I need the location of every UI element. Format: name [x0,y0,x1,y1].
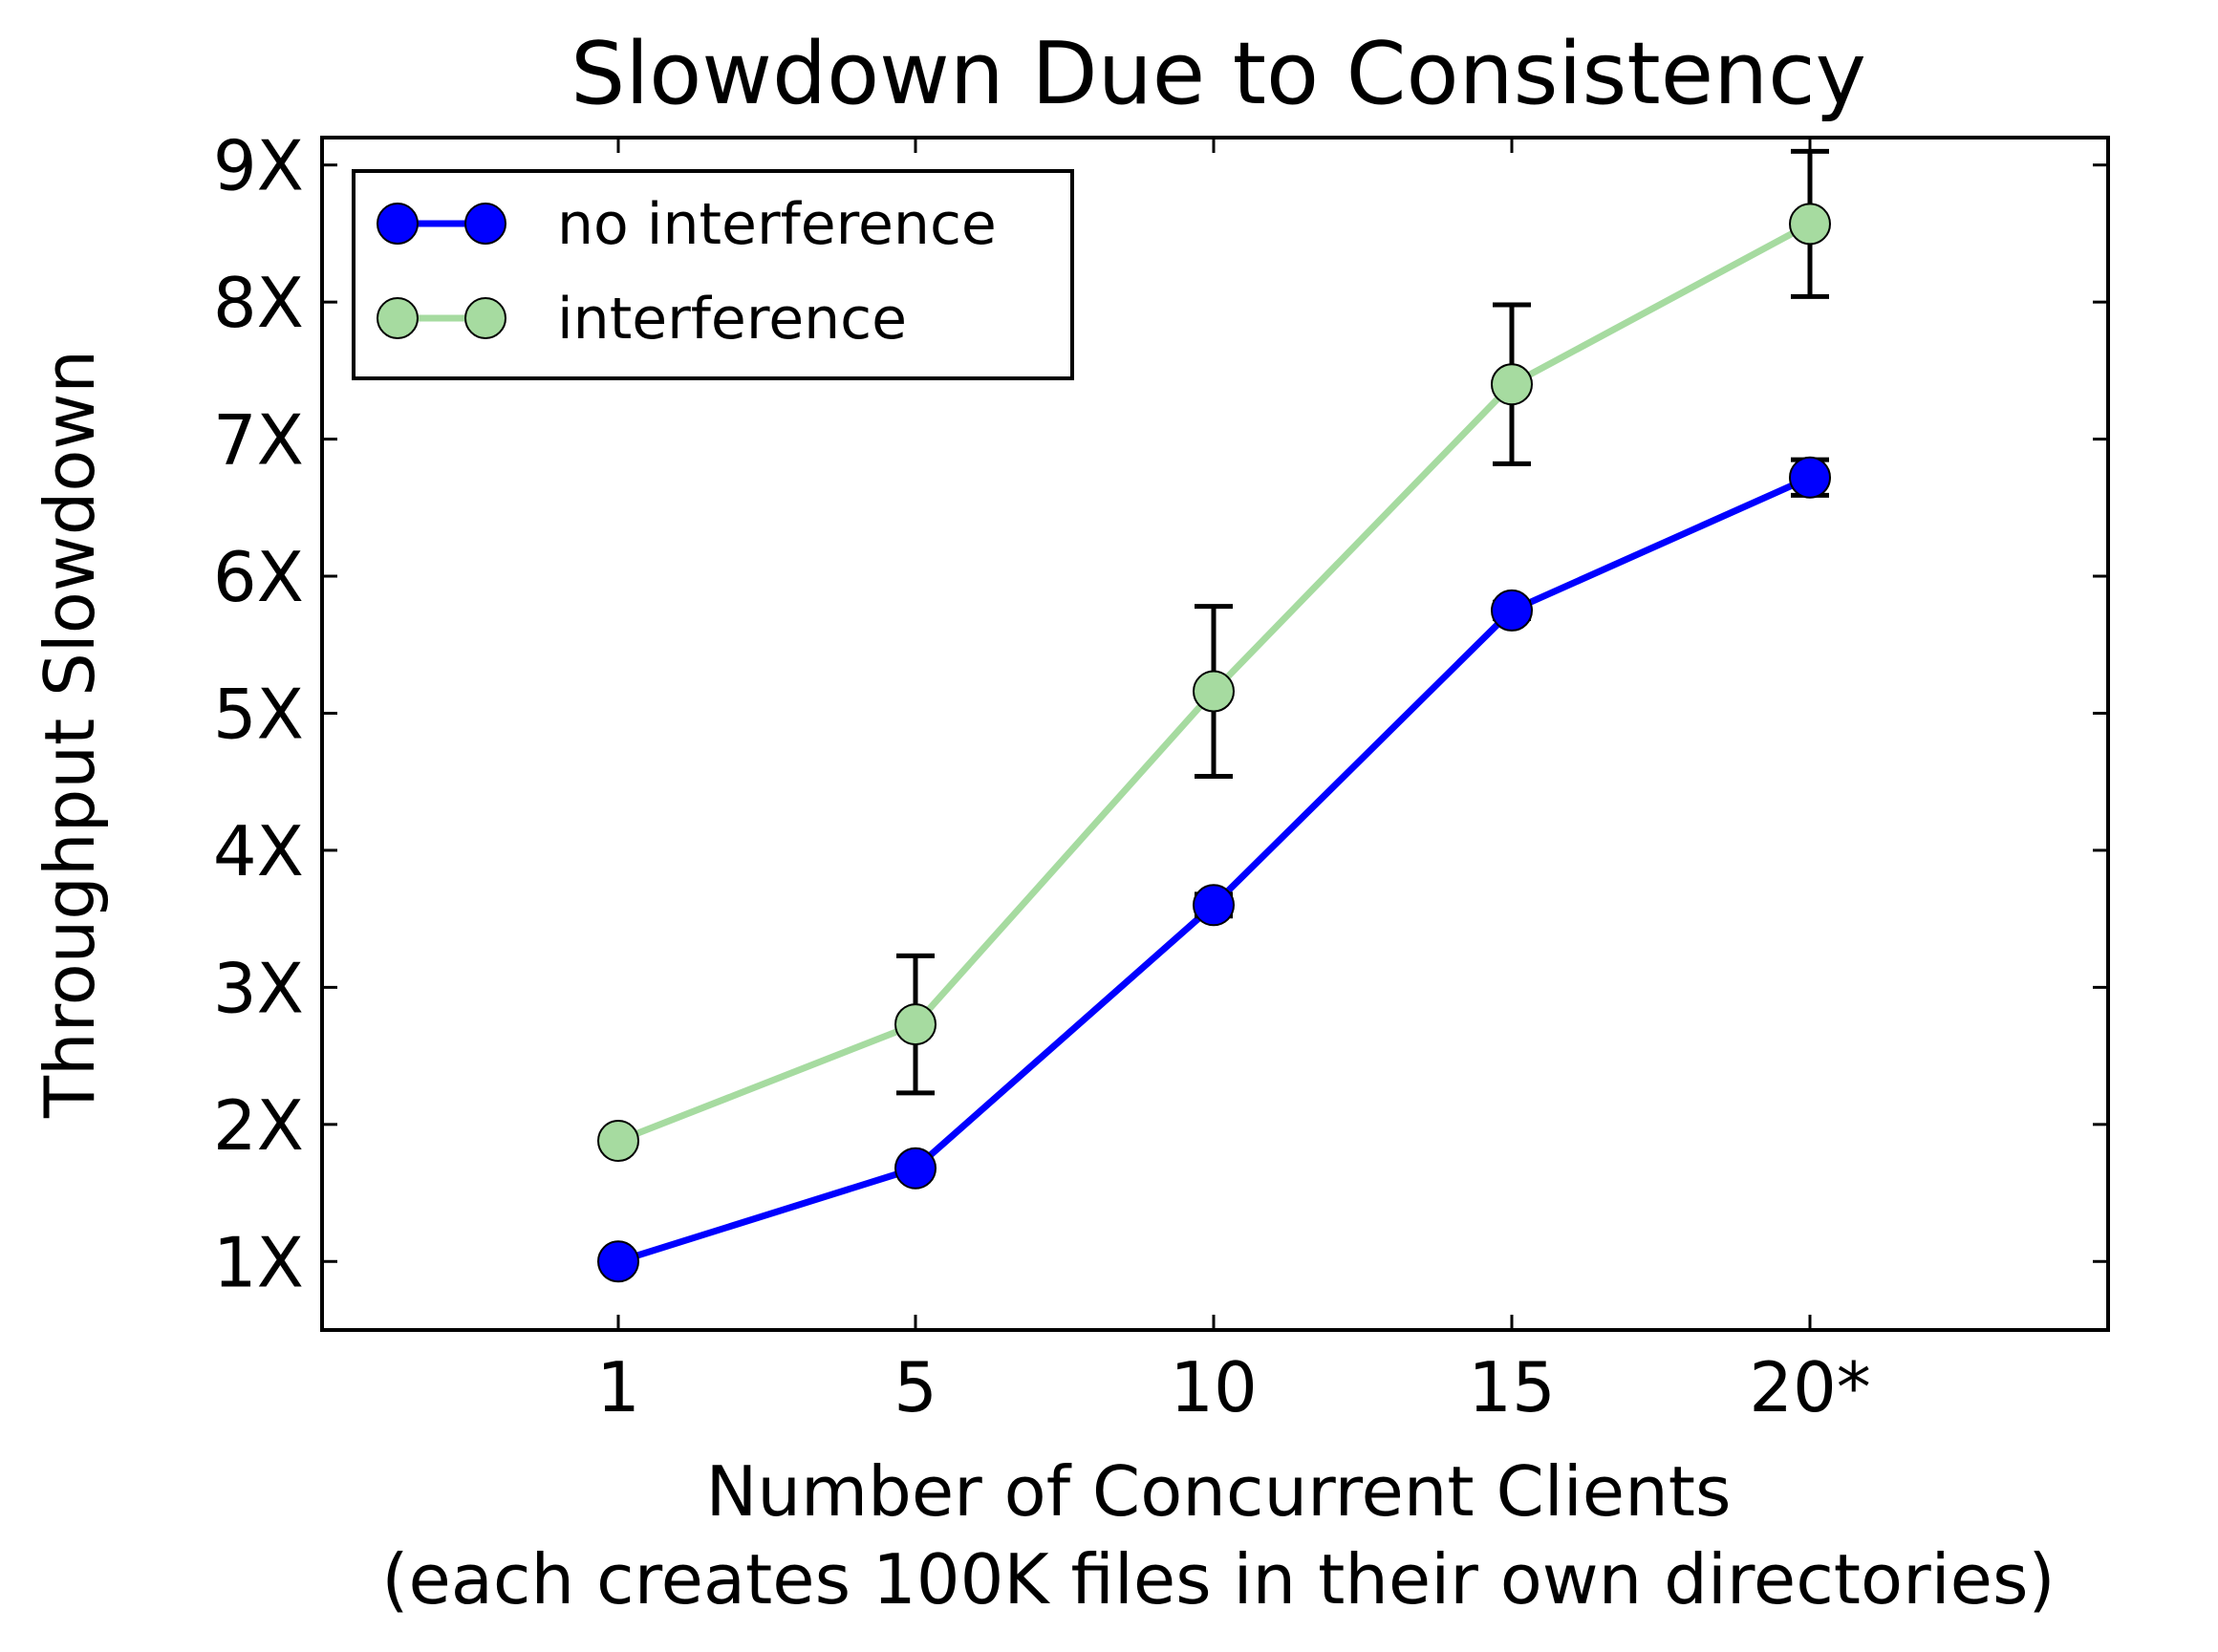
x-tick-label: 20* [1749,1347,1871,1427]
data-point [894,1003,937,1046]
x-tick-label: 10 [1170,1347,1258,1427]
data-point [1491,589,1533,632]
legend-box [352,169,1074,380]
data-point [1491,363,1533,406]
y-tick-label: 9X [213,126,304,206]
y-tick-label: 1X [213,1222,304,1302]
y-axis-label: Throughput Slowdown [30,350,110,1119]
plot-frame [320,136,2110,1332]
data-point [597,1120,639,1163]
legend: no interference interference [352,169,1074,380]
data-point [1193,670,1235,713]
data-point [894,1147,937,1190]
x-axis-label-line2: (each creates 100K files in their own di… [381,1539,2055,1620]
legend-marker [377,297,419,339]
legend-marker [464,203,506,245]
legend-label: interference [557,286,907,353]
data-point [1789,456,1831,499]
x-axis-label: Number of Concurrent Clients [706,1451,1732,1532]
y-tick-label: 2X [213,1085,304,1166]
y-tick-label: 4X [213,811,304,891]
y-tick-label: 7X [213,400,304,481]
y-tick-label: 5X [213,674,304,754]
y-tick-label: 6X [213,537,304,617]
x-tick-label: 1 [596,1347,640,1427]
y-tick-label: 8X [213,263,304,343]
legend-marker [377,203,419,245]
legend-label: no interference [557,191,997,258]
y-tick-label: 3X [213,948,304,1028]
x-tick-label: 5 [894,1347,937,1427]
data-point [1789,203,1831,246]
series-line [616,474,1812,1265]
legend-marker [464,297,506,339]
chart-title: Slowdown Due to Consistency [571,24,1866,124]
series-group [597,148,1831,1283]
x-tick-label: 15 [1468,1347,1556,1427]
data-point [1193,884,1235,927]
data-point [597,1240,639,1283]
